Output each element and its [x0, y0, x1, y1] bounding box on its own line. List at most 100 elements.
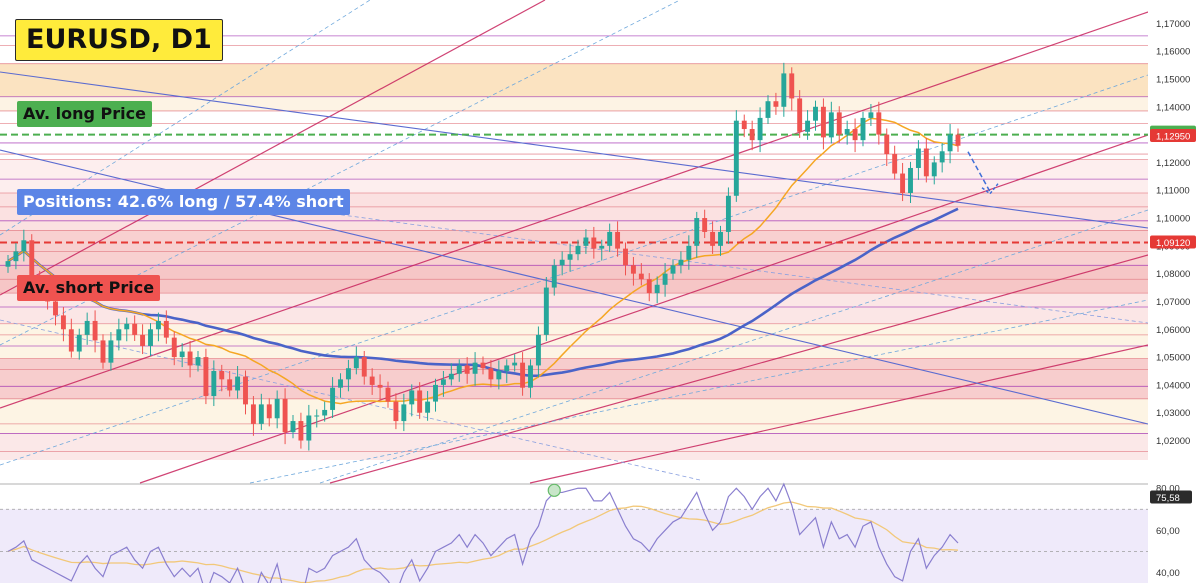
candle-body — [266, 404, 272, 419]
descending-trendline — [0, 71, 1149, 229]
candle-body — [923, 148, 929, 177]
price-tag-label: 1,09120 — [1156, 238, 1190, 249]
candle-body — [543, 287, 549, 335]
price-tick-label: 1,10000 — [1156, 214, 1190, 225]
candle-body — [29, 240, 35, 280]
price-axis: 1,170001,160001,150001,140001,130001,120… — [1148, 0, 1200, 583]
price-tick-label: 1,06000 — [1156, 325, 1190, 336]
candle-body — [828, 112, 834, 138]
projection-arrow — [967, 151, 999, 195]
price-tick-label: 1,04000 — [1156, 380, 1190, 391]
candle-body — [21, 240, 27, 252]
rsi-signal-line — [7, 501, 959, 583]
candle-body — [76, 334, 82, 352]
candle-body — [805, 120, 811, 132]
axis-background — [1148, 0, 1200, 583]
channel-line — [329, 254, 1149, 484]
channel-midline — [249, 299, 1149, 484]
candle-body — [733, 120, 739, 196]
candle-body — [718, 231, 723, 246]
candle-body — [512, 362, 518, 366]
channel-line — [0, 11, 1149, 409]
rsi-pane — [0, 482, 1200, 583]
channel-midline — [319, 209, 1149, 484]
price-tick-label: 1,11000 — [1156, 186, 1190, 197]
rsi-band — [0, 509, 1148, 583]
candle-body — [290, 421, 296, 433]
price-zone — [0, 63, 1148, 97]
descending-midline — [319, 211, 1149, 324]
positions-label: Positions: 42.6% long / 57.4% short — [17, 189, 350, 215]
reference-price-lines — [0, 133, 1148, 244]
candle-body — [480, 362, 486, 369]
rsi-tick-label: 40,00 — [1156, 568, 1180, 579]
candle-body — [908, 167, 913, 193]
price-zones — [0, 35, 1148, 460]
candle-body — [155, 320, 161, 330]
candle-body — [258, 404, 264, 424]
candle-body — [60, 315, 66, 330]
price-tick-label: 1,05000 — [1156, 353, 1190, 364]
candle-body — [741, 120, 747, 130]
candle-body — [195, 357, 201, 366]
candle-body — [860, 117, 866, 141]
candle-body — [535, 334, 541, 366]
candle-body — [472, 362, 478, 374]
candle-body — [464, 365, 470, 374]
candle-body — [417, 390, 423, 413]
candle-body — [108, 340, 114, 363]
candle-body — [92, 320, 98, 341]
candle-body — [551, 265, 557, 288]
candle-body — [243, 376, 248, 405]
price-tick-label: 1,03000 — [1156, 408, 1190, 419]
price-tick-label: 1,14000 — [1156, 102, 1190, 113]
candle-body — [377, 384, 383, 388]
candle-body — [876, 112, 882, 135]
candlesticks — [5, 62, 961, 451]
candle-body — [710, 231, 716, 246]
price-tick-label: 1,12000 — [1156, 158, 1190, 169]
candle-body — [433, 384, 438, 402]
candle-body — [440, 379, 446, 385]
candle-body — [678, 259, 684, 266]
candle-body — [868, 112, 874, 118]
candle-body — [630, 265, 636, 274]
candle-body — [179, 351, 185, 358]
candle-body — [338, 379, 343, 388]
candle-body — [488, 368, 494, 380]
candle-body — [528, 365, 533, 388]
candle-body — [702, 218, 708, 232]
candle-body — [797, 98, 803, 132]
candle-body — [68, 329, 74, 352]
candle-body — [13, 251, 19, 262]
candle-body — [298, 421, 304, 441]
candle-body — [781, 73, 787, 107]
candle-body — [504, 365, 510, 371]
descending-midline — [0, 319, 701, 481]
candle-body — [496, 371, 502, 380]
candle-body — [116, 329, 122, 341]
candle-body — [425, 401, 431, 413]
candle-body — [330, 387, 336, 410]
candle-body — [607, 231, 613, 246]
candle-body — [401, 404, 407, 422]
channel-line — [529, 344, 1149, 484]
candle-body — [599, 245, 605, 249]
projection-arrow-head — [981, 183, 999, 195]
candle-body — [567, 254, 573, 260]
candle-body — [955, 134, 961, 146]
candle-body — [820, 106, 826, 138]
candle-body — [353, 357, 359, 369]
candle-body — [306, 415, 312, 441]
price-tag — [1150, 128, 1196, 142]
candle-body — [53, 301, 58, 316]
candle-body — [765, 101, 771, 118]
candle-body — [448, 373, 454, 380]
price-zone — [0, 96, 1148, 111]
candle-body — [250, 404, 256, 424]
candle-body — [662, 273, 668, 285]
candle-body — [100, 340, 106, 363]
price-tag — [1150, 235, 1196, 249]
candle-body — [163, 320, 169, 338]
symbol-title: EURUSD, D1 — [15, 19, 223, 61]
